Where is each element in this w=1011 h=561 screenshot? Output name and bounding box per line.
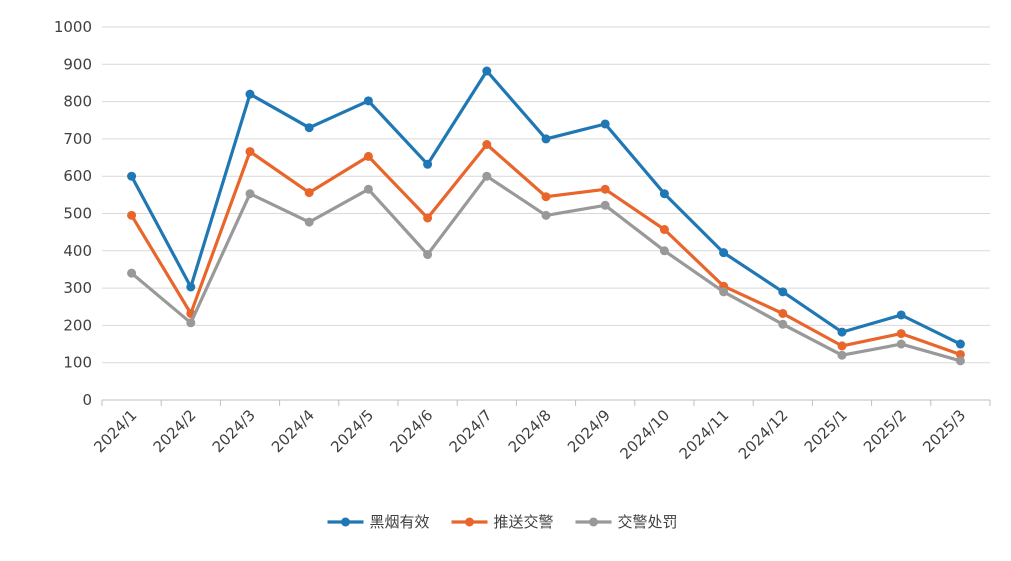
data-point: [482, 171, 492, 181]
y-tick-label: 300: [63, 279, 92, 297]
data-point: [127, 171, 137, 181]
data-point: [896, 329, 906, 339]
data-point: [541, 210, 551, 220]
legend-label: 交警处罚: [618, 513, 678, 531]
y-tick-label: 1000: [54, 18, 92, 36]
legend: 黑烟有效 推送交警 交警处罚: [327, 513, 678, 531]
data-point: [245, 147, 255, 157]
data-point: [186, 282, 196, 292]
x-tick-label: 2024/5: [327, 406, 377, 456]
legend-item: 推送交警: [451, 513, 554, 531]
x-tick-label: 2024/6: [386, 406, 436, 456]
data-point: [600, 119, 610, 129]
data-point: [837, 327, 847, 337]
legend-swatch-marker: [589, 517, 598, 527]
data-point: [837, 350, 847, 360]
series-1: [127, 66, 965, 349]
data-point: [896, 339, 906, 349]
data-point: [363, 96, 373, 106]
legend-swatch-marker: [341, 517, 350, 527]
x-tick-label: 2024/2: [150, 406, 200, 456]
data-point: [659, 246, 669, 256]
series-3: [127, 171, 965, 366]
data-point: [955, 356, 965, 366]
data-point: [719, 287, 729, 297]
y-tick-label: 700: [63, 130, 92, 148]
x-tick-label: 2024/12: [735, 406, 792, 463]
x-axis: 2024/1 2024/2 2024/3 2024/4 2024/5 2024/6 2024…: [90, 399, 991, 463]
y-tick-label: 400: [63, 242, 92, 260]
series-group: [127, 66, 965, 366]
y-tick-label: 100: [63, 354, 92, 372]
series-2: [127, 139, 965, 359]
x-tick-label: 2025/2: [860, 406, 910, 456]
y-tick-label: 0: [82, 391, 92, 409]
y-tick-label: 500: [63, 205, 92, 223]
x-tick-label: 2024/11: [676, 406, 733, 463]
data-point: [304, 188, 314, 198]
data-point: [127, 210, 137, 220]
data-point: [778, 319, 788, 329]
x-tick-label: 2024/7: [446, 406, 496, 456]
data-point: [482, 66, 492, 76]
data-point: [423, 213, 433, 223]
data-point: [304, 217, 314, 227]
data-point: [245, 89, 255, 99]
series-line: [130, 69, 963, 346]
data-point: [659, 225, 669, 235]
y-tick-label: 200: [63, 316, 92, 334]
y-tick-label: 900: [63, 55, 92, 73]
data-point: [837, 341, 847, 351]
data-point: [778, 308, 788, 318]
data-point: [955, 339, 965, 349]
data-point: [363, 151, 373, 161]
data-point: [659, 189, 669, 199]
data-point: [245, 189, 255, 199]
data-point: [600, 200, 610, 210]
data-point: [127, 268, 137, 278]
legend-item: 黑烟有效: [327, 513, 430, 531]
x-tick-label: 2024/1: [90, 406, 140, 456]
x-tick-label: 2024/10: [616, 406, 673, 463]
legend-label: 推送交警: [494, 513, 554, 531]
data-point: [955, 349, 965, 359]
x-tick-label: 2024/3: [209, 406, 259, 456]
series-line: [130, 174, 963, 363]
x-tick-label: 2025/1: [801, 406, 851, 456]
legend-item: 交警处罚: [575, 513, 678, 531]
legend-swatch-marker: [465, 517, 474, 527]
data-point: [482, 139, 492, 149]
x-tick-label: 2024/8: [505, 406, 555, 456]
data-point: [600, 184, 610, 194]
data-point: [541, 192, 551, 202]
data-point: [778, 287, 788, 297]
data-point: [363, 184, 373, 194]
legend-label: 黑烟有效: [370, 513, 430, 531]
data-point: [896, 310, 906, 320]
data-point: [719, 248, 729, 258]
y-axis: 0 100 200 300 400 500 600 700 800 900 1000: [54, 18, 92, 409]
data-point: [541, 134, 551, 144]
data-point: [423, 159, 433, 169]
y-tick-label: 600: [63, 167, 92, 185]
x-tick-label: 2024/4: [268, 406, 318, 456]
x-tick-label: 2024/9: [564, 406, 614, 456]
data-point: [423, 250, 433, 260]
y-tick-label: 800: [63, 93, 92, 111]
x-tick-label: 2025/3: [919, 406, 969, 456]
data-point: [304, 123, 314, 133]
data-point: [186, 318, 196, 328]
